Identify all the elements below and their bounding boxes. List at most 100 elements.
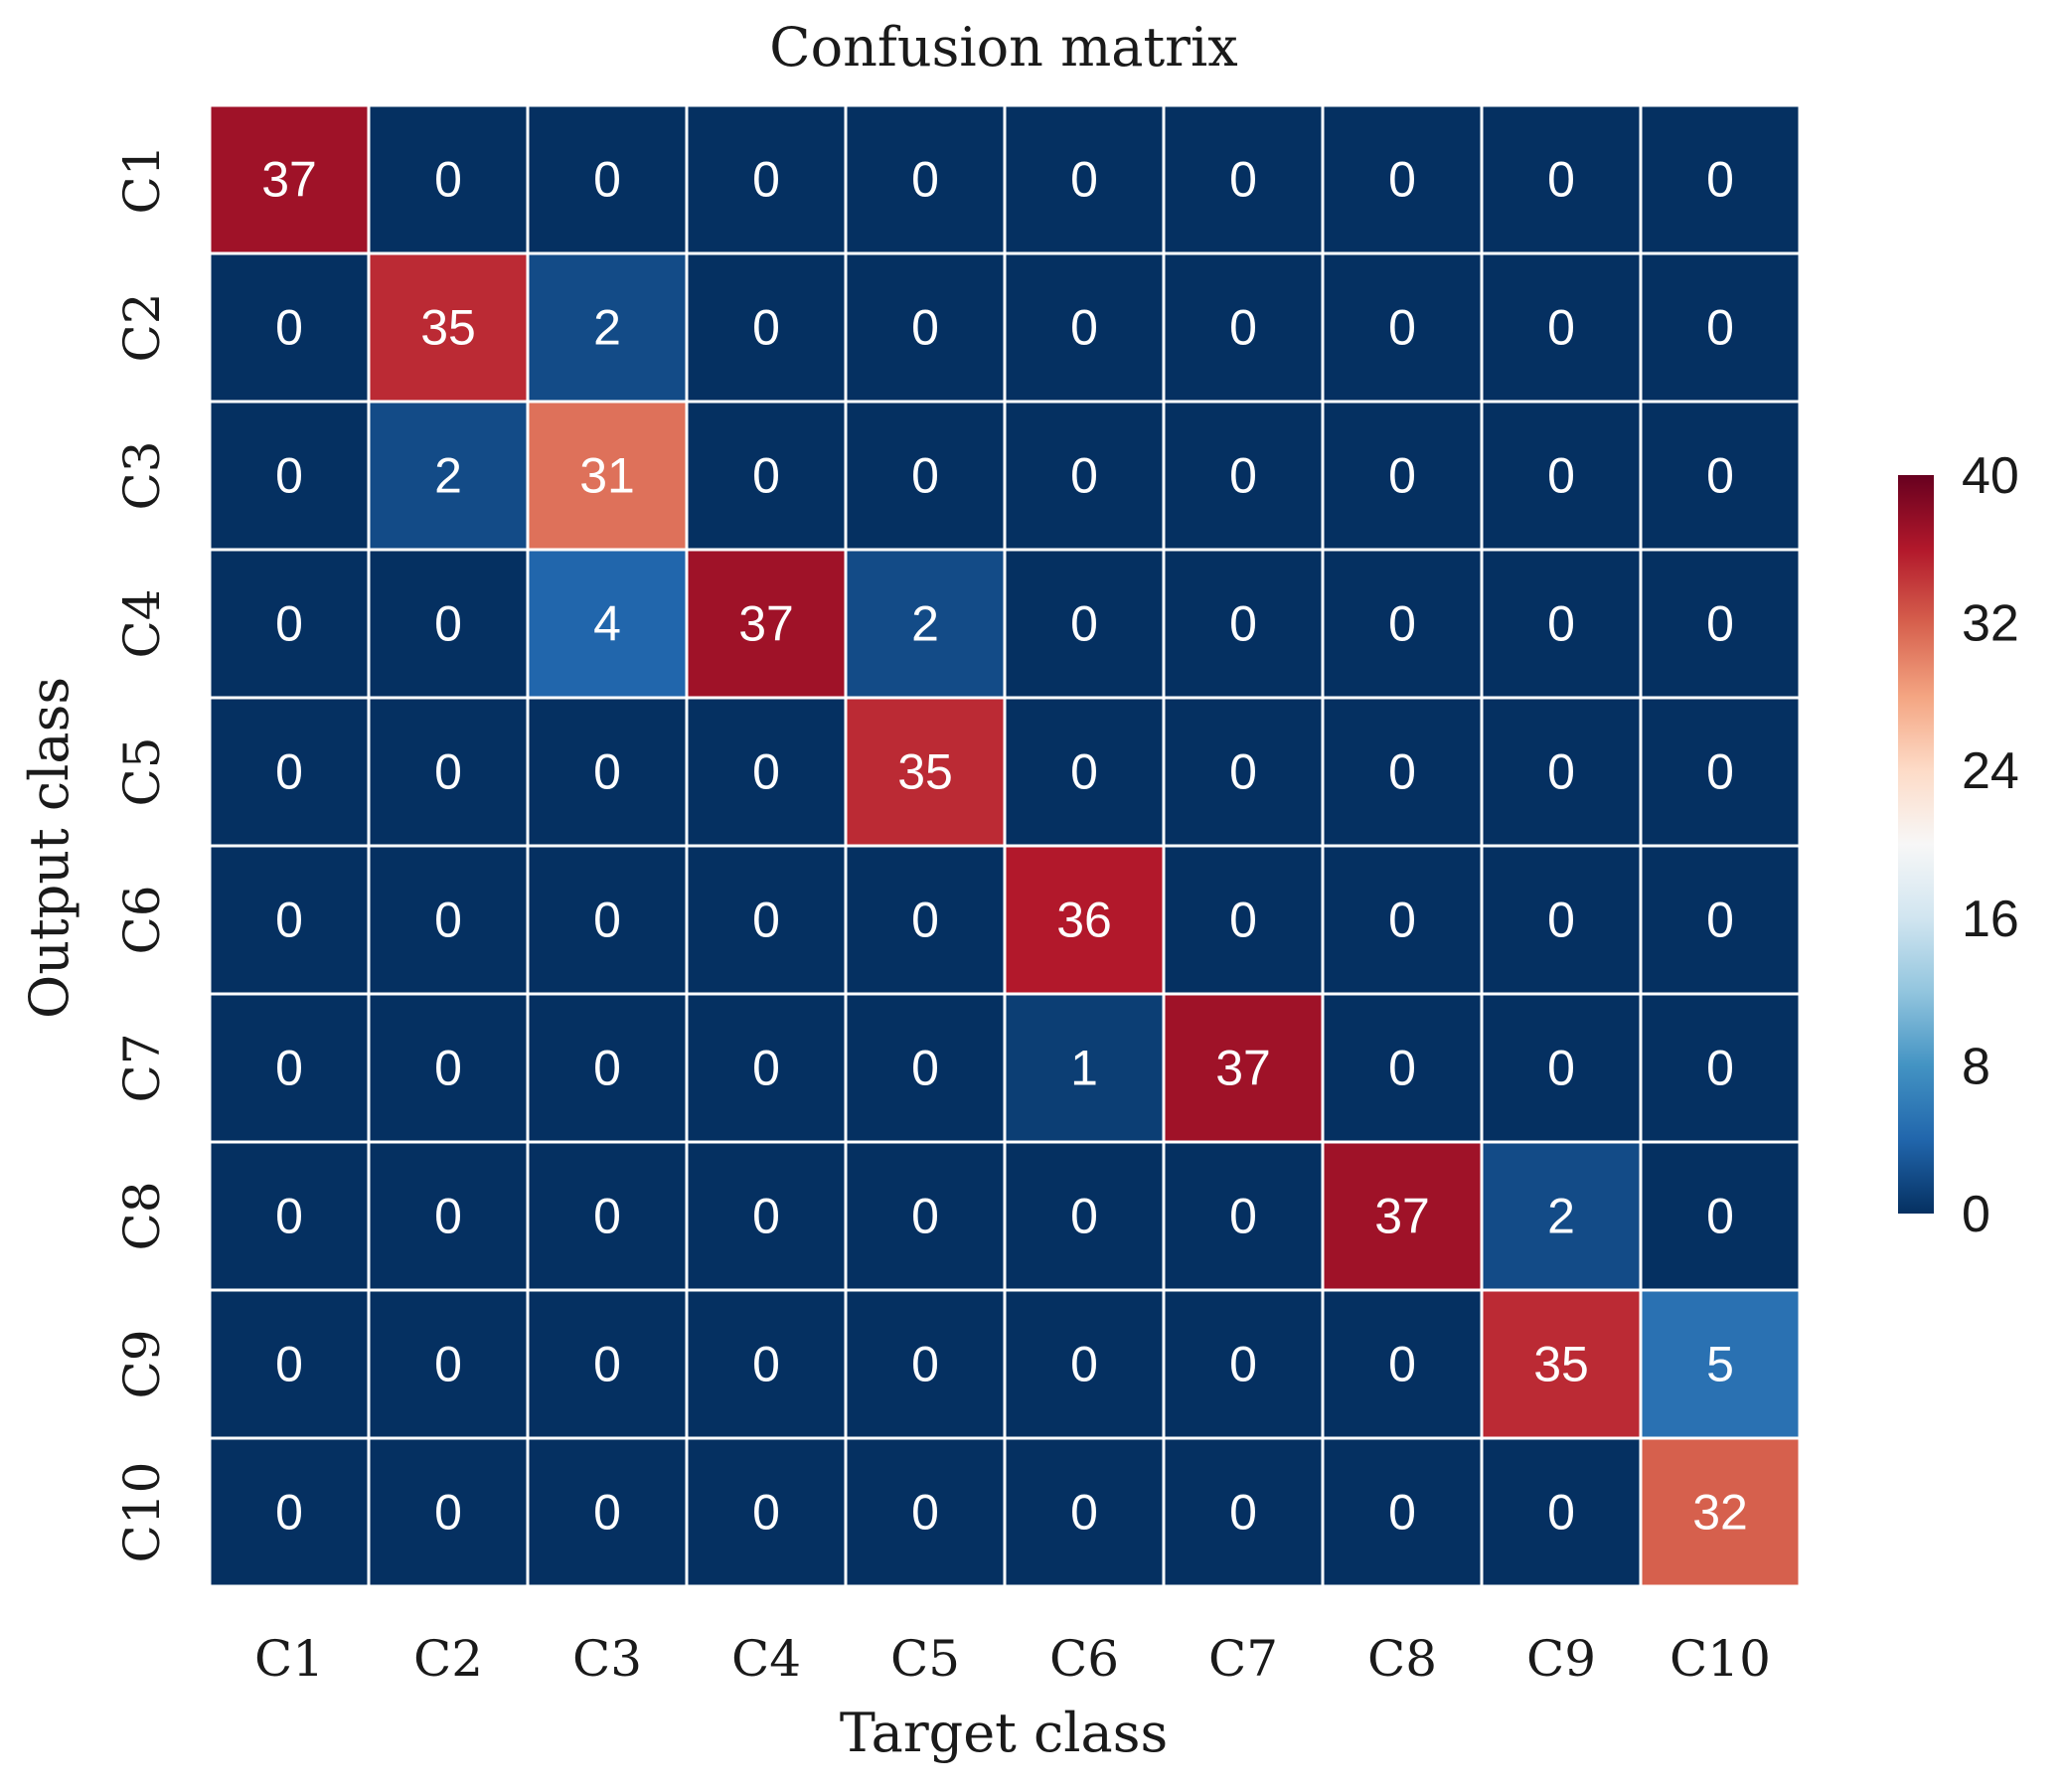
cell-value-label: 0	[593, 1485, 621, 1541]
cell-value-label: 0	[1229, 300, 1257, 356]
heatmap-cell	[1003, 251, 1166, 404]
cell-value-label: 0	[752, 893, 780, 948]
cell-value-label: 0	[1229, 1189, 1257, 1244]
cell-value-label: 0	[752, 448, 780, 504]
heatmap-cell	[367, 400, 530, 552]
heatmap-cell	[208, 400, 371, 552]
heatmap-cell	[1639, 1140, 1802, 1292]
heatmap-cell	[1639, 1436, 1802, 1588]
heatmap-cell	[1480, 400, 1643, 552]
cell-value-label: 36	[1056, 893, 1112, 948]
colorbar-tick-labels: 0 8 16 24 32 40	[1962, 447, 2019, 1243]
cell-value-label: 0	[1229, 448, 1257, 504]
heatmap-cell	[526, 1288, 689, 1440]
x-axis-tick-labels: C1 C2 C3 C4 C5 C6 C7 C8 C9 C10	[254, 1630, 1771, 1688]
heatmap-cell	[1003, 1436, 1166, 1588]
heatmap-cell	[1321, 1140, 1484, 1292]
cell-value-label: 0	[1706, 744, 1734, 800]
cell-value-label: 0	[752, 300, 780, 356]
cell-value-label: 0	[911, 893, 939, 948]
heatmap-cell	[1003, 696, 1166, 848]
cell-value-label: 0	[911, 1337, 939, 1392]
heatmap-cell	[526, 696, 689, 848]
heatmap-cell	[1480, 1140, 1643, 1292]
heatmap-cell	[1480, 1288, 1643, 1440]
y-tick-label: C1	[113, 144, 171, 214]
cell-value-label: 0	[434, 1041, 462, 1096]
y-tick-label: C4	[113, 588, 171, 658]
cell-value-label: 0	[434, 596, 462, 652]
cell-value-label: 0	[1547, 152, 1575, 208]
cell-value-label: 0	[434, 1485, 462, 1541]
x-axis-label: Target class	[840, 1702, 1168, 1764]
cell-value-label: 0	[1229, 152, 1257, 208]
cell-value-label: 0	[1070, 1189, 1098, 1244]
cell-value-label: 32	[1692, 1485, 1748, 1541]
heatmap-cell	[1639, 251, 1802, 404]
y-tick-label: C10	[113, 1462, 171, 1563]
heatmap-cell	[685, 992, 848, 1144]
cell-value-label: 0	[1547, 448, 1575, 504]
heatmap-cell	[367, 1288, 530, 1440]
heatmap-cell	[1639, 548, 1802, 700]
heatmap-cell	[1003, 844, 1166, 996]
heatmap-cell	[208, 548, 371, 700]
cell-value-label: 0	[434, 1189, 462, 1244]
colorbar-tick-label: 24	[1962, 742, 2019, 800]
cell-value-label: 35	[1533, 1337, 1589, 1392]
x-tick-label: C5	[890, 1630, 960, 1688]
heatmap-cell	[1321, 1288, 1484, 1440]
heatmap-cell	[1480, 696, 1643, 848]
cell-value-label: 0	[1229, 893, 1257, 948]
heatmap-cell	[1003, 548, 1166, 700]
cell-value-label: 0	[1070, 1337, 1098, 1392]
cell-value-label: 37	[1374, 1189, 1430, 1244]
y-axis-label: Output class	[18, 677, 80, 1019]
cell-value-label: 0	[1706, 300, 1734, 356]
cell-value-label: 0	[1547, 1041, 1575, 1096]
cell-value-label: 0	[593, 893, 621, 948]
cell-value-label: 37	[738, 596, 794, 652]
heatmap-cell	[1162, 992, 1325, 1144]
heatmap-cell	[1321, 103, 1484, 255]
cell-value-label: 0	[911, 1485, 939, 1541]
cell-value-label: 0	[911, 300, 939, 356]
heatmap-cell	[1162, 696, 1325, 848]
heatmap-cell	[1480, 992, 1643, 1144]
heatmap-cell	[1480, 548, 1643, 700]
y-tick-label: C8	[113, 1181, 171, 1250]
cell-value-label: 35	[420, 300, 476, 356]
cell-value-label: 0	[593, 744, 621, 800]
cell-value-label: 0	[1388, 744, 1416, 800]
colorbar-tick-label: 8	[1962, 1038, 1990, 1095]
cell-value-label: 4	[593, 596, 621, 652]
cell-value-label: 0	[1706, 893, 1734, 948]
cell-value-label: 0	[275, 1189, 303, 1244]
cell-value-label: 0	[1706, 1189, 1734, 1244]
heatmap-cell-labels: 37 0 0 0 0 0 0 0 0 0 0 35 2 0 0 0 0 0 0 0 0 2 31 0 0 0 0 0 0 0 0 0 4 37 2 0…	[261, 152, 1748, 1541]
colorbar-tick-label: 16	[1962, 891, 2019, 948]
cell-value-label: 0	[1229, 596, 1257, 652]
heatmap-cell	[367, 1140, 530, 1292]
heatmap-cell	[1480, 251, 1643, 404]
cell-value-label: 0	[911, 448, 939, 504]
cell-value-label: 35	[897, 744, 953, 800]
cell-value-label: 0	[752, 1189, 780, 1244]
cell-value-label: 0	[434, 893, 462, 948]
colorbar-tick-label: 0	[1962, 1186, 1990, 1243]
heatmap-cell	[1321, 400, 1484, 552]
heatmap-cell	[526, 1436, 689, 1588]
cell-value-label: 0	[911, 152, 939, 208]
colorbar-tick-label: 32	[1962, 595, 2019, 653]
cell-value-label: 37	[261, 152, 317, 208]
cell-value-label: 0	[275, 596, 303, 652]
cell-value-label: 0	[275, 1337, 303, 1392]
heatmap-cell	[685, 1288, 848, 1440]
cell-value-label: 2	[434, 448, 462, 504]
cell-value-label: 0	[1388, 893, 1416, 948]
heatmap-cell	[1321, 1436, 1484, 1588]
cell-value-label: 0	[752, 152, 780, 208]
heatmap-cell	[1162, 548, 1325, 700]
x-tick-label: C4	[731, 1630, 801, 1688]
